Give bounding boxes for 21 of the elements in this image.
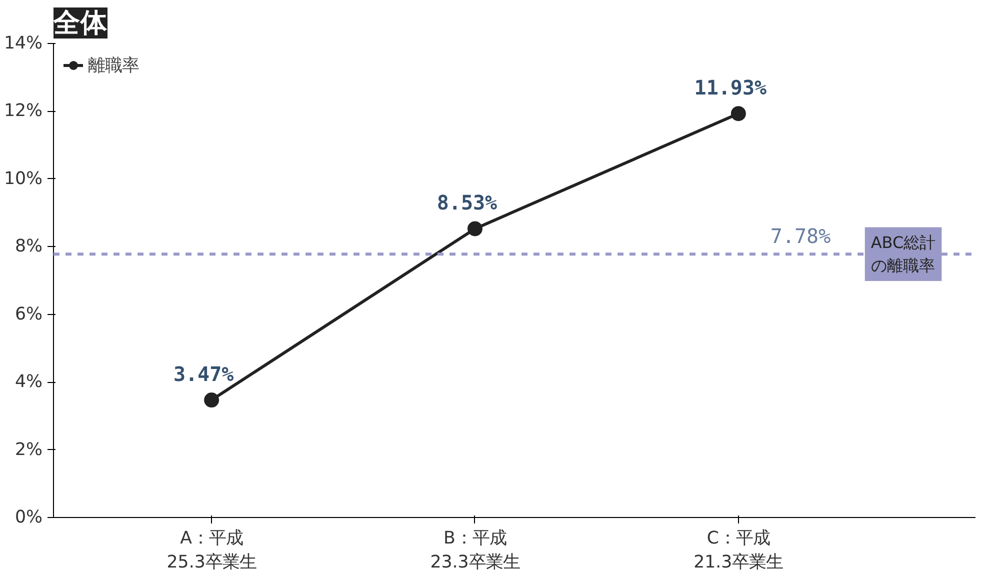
y-tick-label: 14% bbox=[4, 34, 42, 54]
y-tick-label: 4% bbox=[15, 372, 43, 392]
legend-label: 離職率 bbox=[88, 54, 139, 77]
data-label: 11.93% bbox=[694, 76, 767, 100]
point bbox=[730, 106, 746, 122]
y-tick-label: 2% bbox=[15, 440, 43, 460]
y-tick-label: 0% bbox=[15, 508, 43, 528]
y-tick-label: 12% bbox=[4, 101, 42, 122]
x-tick-label: C：平成 21.3卒業生 bbox=[694, 528, 784, 572]
y-tick-label: 6% bbox=[15, 304, 43, 324]
x-tick-label: A：平成 25.3卒業生 bbox=[166, 528, 256, 572]
x-tick-label: B：平成 23.3卒業生 bbox=[430, 528, 520, 572]
chart-title: 全体 bbox=[52, 8, 108, 38]
data-label: 3.47% bbox=[173, 362, 234, 386]
annotation: 7.78% bbox=[770, 224, 831, 248]
y-tick-label: 10% bbox=[4, 168, 42, 189]
ref-line-label: ABC総計の離職率 bbox=[870, 233, 936, 275]
point bbox=[204, 392, 220, 408]
y-tick-label: 8% bbox=[15, 236, 43, 257]
data-label: 8.53% bbox=[436, 190, 498, 215]
point bbox=[467, 221, 482, 236]
